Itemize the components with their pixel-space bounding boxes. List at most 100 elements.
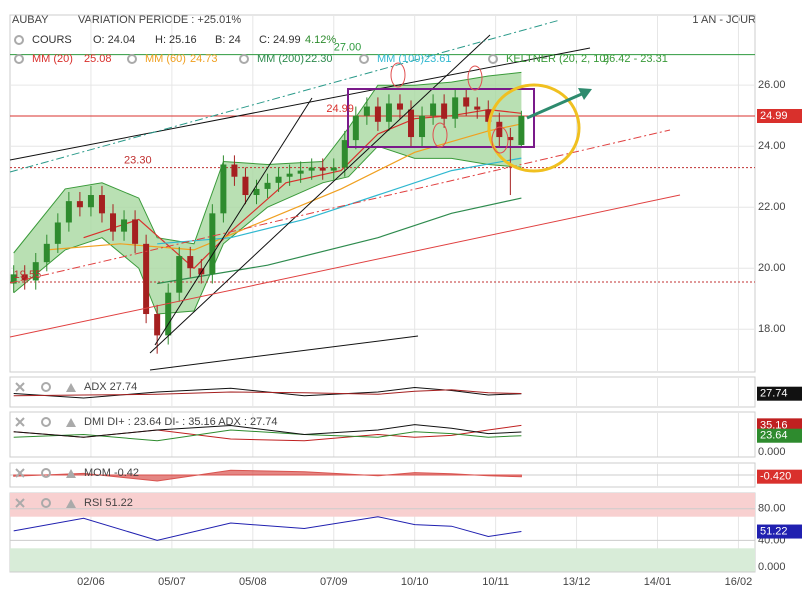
candle-body [485, 109, 492, 122]
drawings [9, 19, 681, 371]
candle-body [419, 115, 426, 138]
candle-body [165, 292, 172, 336]
indicator-header: RSI 51.22 [84, 497, 133, 509]
mark [390, 62, 406, 88]
candle-body [341, 140, 348, 168]
settings-icon [41, 498, 51, 508]
candle-body [121, 219, 128, 232]
up-icon [66, 499, 76, 508]
trend-line [149, 335, 419, 371]
x-tick-label: 07/09 [320, 576, 348, 588]
candle-body [319, 167, 326, 171]
settings-icon [359, 54, 369, 64]
candle-body [43, 243, 50, 263]
value-badge [757, 108, 802, 123]
x-tick-label: 14/01 [644, 576, 672, 588]
legend-label: MM (20) [32, 53, 73, 65]
quote-label: O: 24.04 [93, 34, 135, 46]
settings-icon [127, 54, 137, 64]
candle-body [463, 97, 470, 107]
close-icon [15, 498, 25, 508]
candle-body [286, 173, 293, 177]
candle-body [441, 103, 448, 119]
settings-icon [41, 382, 51, 392]
y-tick-label: 0.000 [758, 561, 786, 573]
highlight [487, 83, 581, 173]
value-badge [757, 524, 802, 539]
x-tick-label: 13/12 [563, 576, 591, 588]
candle-body [264, 182, 271, 189]
x-tick-label: 16/02 [725, 576, 753, 588]
candle-body [209, 213, 216, 275]
candle-body [21, 274, 28, 281]
y-tick-label: 20.00 [758, 262, 786, 274]
value-badge-label: 35.16 [760, 419, 788, 431]
value-badge [757, 469, 802, 484]
candle-body [231, 164, 238, 177]
candle-body [132, 219, 139, 244]
mark [467, 65, 483, 91]
x-tick-label: 05/07 [158, 576, 186, 588]
x-tick-label: 02/06 [77, 576, 105, 588]
candle-body [385, 103, 392, 122]
trend-line [154, 97, 313, 346]
settings-icon [41, 468, 51, 478]
value-badge-label: 51.22 [760, 525, 788, 537]
settings-icon [41, 417, 51, 427]
legend-value: 26.42 - 23.31 [603, 53, 668, 65]
indicator-line [13, 424, 522, 438]
y-tick-label: 0.000 [758, 446, 786, 458]
indicator-line [13, 429, 522, 442]
candle-body [65, 201, 72, 223]
symbol: AUBAY [12, 14, 49, 26]
candle-body [220, 164, 227, 214]
x-tick-label: 10/10 [401, 576, 429, 588]
moving-average [157, 157, 522, 245]
candle-body [297, 170, 304, 174]
y-tick-label: 24.00 [758, 140, 786, 152]
candle-body [408, 109, 415, 138]
value-badge [757, 428, 802, 443]
close-icon [15, 468, 25, 478]
level-label: 24.99 [326, 103, 354, 115]
settings-icon [488, 54, 498, 64]
close-icon [15, 417, 25, 427]
candle-body [452, 97, 459, 119]
candle-body [87, 195, 94, 208]
indicator-area [13, 469, 522, 482]
candle-body [496, 121, 503, 138]
indicator-header: MOM -0.42 [84, 467, 139, 479]
y-tick-label: 22.00 [758, 201, 786, 213]
arrow [526, 91, 585, 120]
candle-body [518, 115, 525, 145]
keltner-lower [13, 145, 522, 315]
mark [491, 126, 509, 154]
level-label: 27.00 [334, 42, 362, 54]
candle-body [187, 256, 194, 269]
candle-body [32, 262, 39, 281]
legend-label: KELTNER (20, 2, 10) [506, 53, 609, 65]
candle-body [54, 222, 61, 244]
period: 1 AN - JOUR [692, 14, 756, 26]
candle-body [352, 115, 359, 141]
quote-label: H: 25.16 [155, 34, 197, 46]
up-icon [66, 383, 76, 392]
variation: VARIATION PERIODE : +25.01% [78, 14, 241, 26]
settings-icon [239, 54, 249, 64]
legend-label: MM (100) [377, 53, 424, 65]
candle-body [76, 201, 83, 208]
value-badge-label: -0.420 [760, 471, 791, 483]
candle-body [308, 167, 315, 171]
level-label: 19.55 [14, 269, 42, 281]
candle-body [253, 188, 260, 196]
band [10, 548, 755, 572]
trend-line [9, 194, 681, 338]
candle-body [110, 213, 117, 232]
candle-body [430, 103, 437, 116]
quote-label: C: 24.99 [259, 34, 301, 46]
indicator-header: DMI DI+ : 23.64 DI- : 35.16 ADX : 27.74 [84, 416, 278, 428]
level-label: 23.30 [124, 154, 152, 166]
quote-label: COURS [32, 34, 72, 46]
candle-body [330, 167, 337, 171]
